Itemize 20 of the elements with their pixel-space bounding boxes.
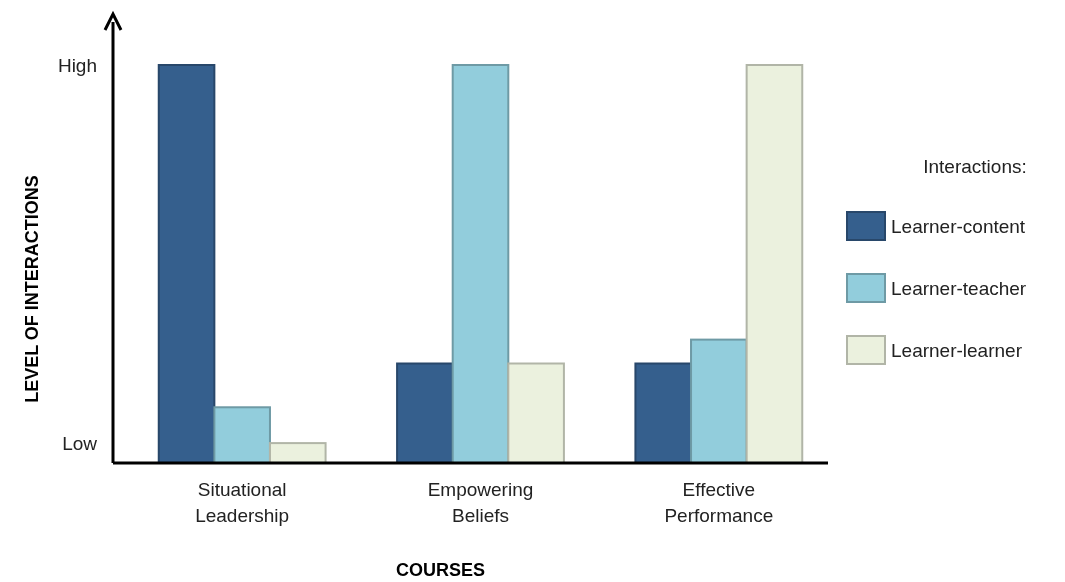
legend-label: Learner-teacher (891, 277, 1027, 299)
legend-label: Learner-learner (891, 339, 1023, 361)
bar (213, 406, 271, 464)
bar (157, 64, 216, 464)
bar (745, 64, 804, 464)
text: High (57, 54, 97, 76)
bar (268, 442, 327, 464)
bar (507, 362, 565, 464)
x-axis-title: COURSES (395, 560, 486, 580)
y-axis-title: LEVEL OF INTERACTIONS (22, 175, 42, 403)
legend-label: Learner-content (891, 215, 1026, 237)
text: Low (62, 432, 98, 454)
x-tick-label: Empowering Beliefs (427, 479, 534, 526)
x-tick-label: Effective Performance (664, 479, 774, 526)
bar (451, 64, 510, 464)
legend-title: Interactions: (923, 156, 1027, 177)
x-tick-label: Situational Leadership (195, 479, 290, 526)
bar (396, 362, 454, 464)
bar (690, 338, 748, 464)
bar (634, 362, 693, 464)
